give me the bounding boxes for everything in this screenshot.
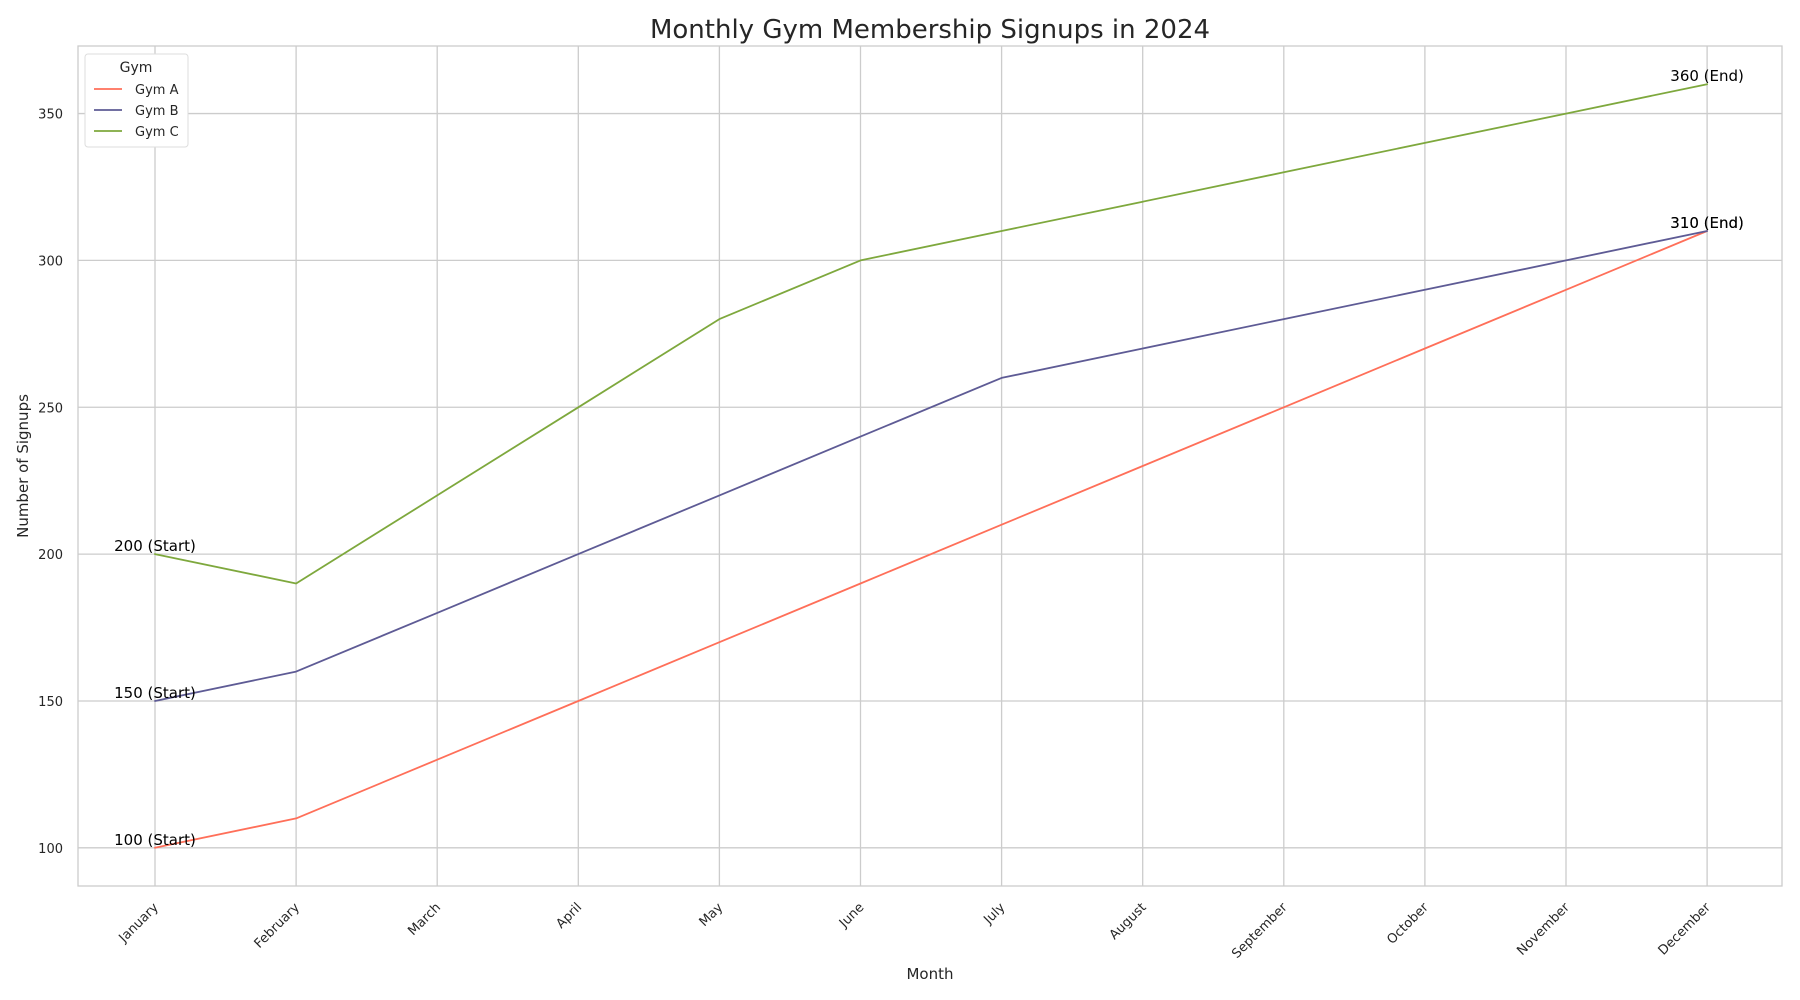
data-annotation: 310 (End) — [1670, 214, 1744, 232]
y-tick-label: 300 — [38, 254, 63, 269]
x-tick-label: March — [405, 900, 444, 939]
x-tick-label: November — [1514, 900, 1573, 959]
x-tick-label: February — [252, 900, 304, 952]
legend-label: Gym C — [135, 125, 179, 140]
x-axis-label: Month — [906, 965, 953, 983]
data-annotation: 150 (Start) — [114, 684, 196, 702]
y-tick-label: 250 — [38, 401, 63, 416]
data-annotation: 200 (Start) — [114, 537, 196, 555]
plot-frame — [77, 45, 1783, 887]
legend-label: Gym A — [135, 83, 179, 98]
data-annotation: 100 (Start) — [114, 831, 196, 849]
y-axis-label: Number of Signups — [14, 394, 32, 538]
series-line-gym-b — [154, 230, 1708, 702]
legend-box — [84, 53, 189, 148]
y-tick-label: 150 — [38, 695, 63, 710]
x-tick-label: January — [116, 900, 162, 946]
data-annotation: 310 (End) — [1670, 214, 1744, 232]
y-tick-label: 200 — [38, 548, 63, 563]
series-line-gym-c — [154, 83, 1708, 585]
x-tick-label: October — [1384, 900, 1432, 948]
grid-layer — [78, 46, 1782, 886]
y-tick-label: 100 — [38, 842, 63, 857]
legend-label: Gym B — [135, 104, 178, 119]
x-tick-label: August — [1107, 900, 1150, 943]
data-annotation: 360 (End) — [1670, 67, 1744, 85]
chart-title: Monthly Gym Membership Signups in 2024 — [650, 15, 1210, 45]
legend-items: Gym A Gym B Gym C — [94, 83, 179, 140]
x-axis-ticks: January February March April May June July Augu… — [116, 900, 1715, 962]
series-line-gym-a — [154, 230, 1708, 849]
x-tick-label: May — [697, 900, 727, 930]
x-tick-label: December — [1656, 900, 1715, 959]
annotation-layer: 100 (Start)310 (End)150 (Start)310 (End)… — [114, 67, 1744, 849]
y-axis-ticks: 100 150 200 250 300 350 — [38, 108, 63, 857]
legend: Gym Gym A Gym B Gym C — [84, 53, 189, 148]
x-tick-label: September — [1229, 900, 1291, 962]
x-tick-label: April — [554, 900, 586, 932]
legend-title: Gym — [120, 60, 153, 76]
x-tick-label: July — [981, 900, 1009, 928]
series-layer — [154, 83, 1708, 849]
x-tick-label: June — [836, 900, 867, 931]
y-tick-label: 350 — [38, 108, 63, 123]
